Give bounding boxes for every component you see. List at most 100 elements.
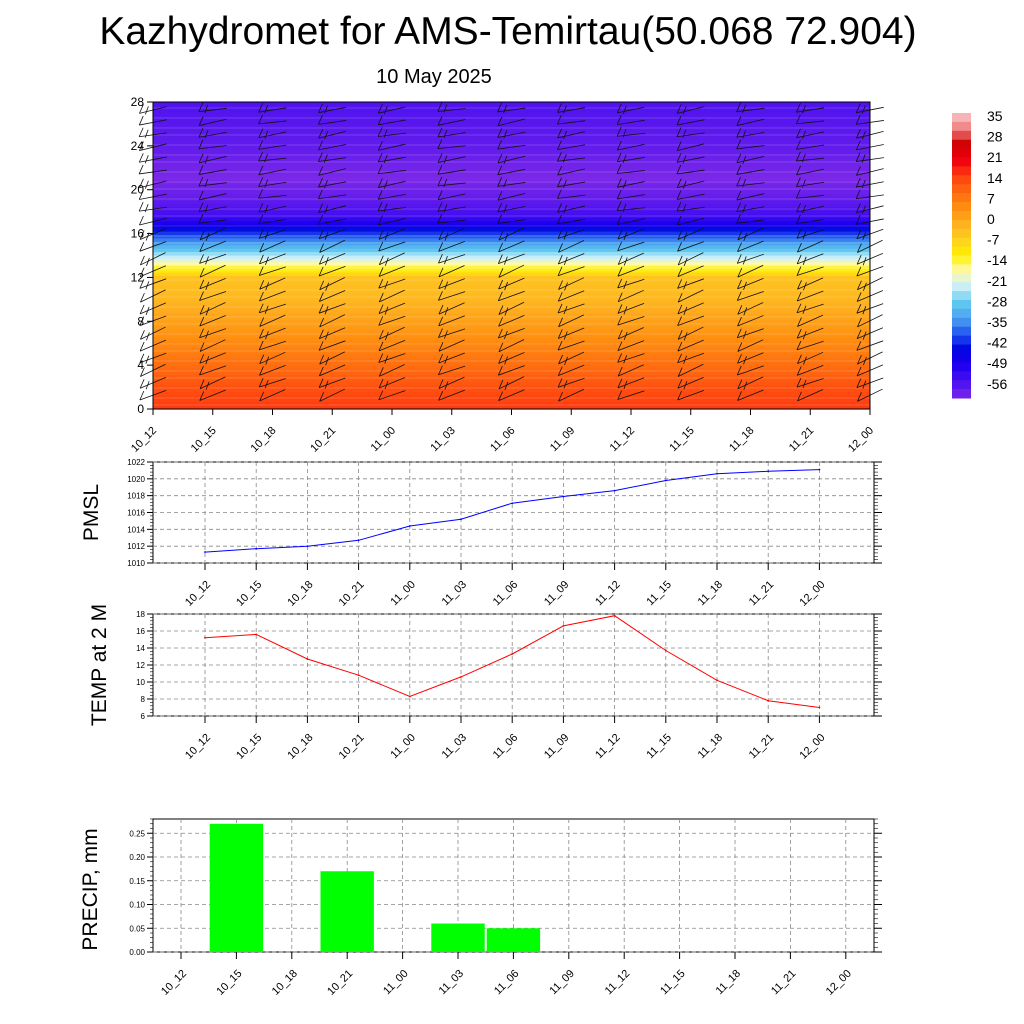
wind-barb-flag — [498, 268, 504, 278]
wind-barb — [437, 108, 466, 112]
wind-barb — [617, 316, 645, 326]
y-tick-label: 16 — [136, 627, 145, 636]
wind-barb-flag — [377, 115, 383, 125]
wind-barb-flag — [438, 353, 444, 364]
wind-barb-flag — [138, 127, 144, 137]
wind-barb-flag — [498, 379, 504, 390]
wind-barb-flag — [199, 365, 204, 376]
wind-barb-flag — [318, 229, 324, 239]
x-tick-label: 12_00 — [824, 968, 854, 998]
wind-barb — [378, 315, 406, 326]
wind-barb-flag — [856, 329, 862, 339]
wind-barb-flag — [438, 379, 444, 389]
heatmap-band — [153, 146, 870, 151]
colorbar: 35 28 21 14 7 0 -7 -14 -21 -28 -35 -42 -49 -56 — [952, 108, 1007, 399]
wind-barb — [796, 378, 824, 388]
wind-barb-flag — [140, 255, 145, 266]
wind-barb-flag — [377, 103, 383, 114]
wind-barb — [557, 205, 585, 213]
wind-barb — [438, 254, 466, 264]
wind-barb-flag — [557, 266, 563, 276]
wind-barb — [797, 240, 824, 253]
heatmap-band — [153, 275, 870, 280]
wind-barb-flag — [318, 177, 323, 188]
wind-barb-flag — [318, 341, 324, 351]
colorbar-label: 21 — [987, 149, 1003, 165]
wind-barb-flag — [677, 341, 683, 352]
wind-barb-flag — [857, 354, 862, 365]
data-point — [460, 518, 462, 521]
wind-barb-flag — [504, 381, 509, 391]
wind-barb — [557, 120, 586, 125]
heatmap-band — [153, 252, 870, 257]
x-tick-label: 11_06 — [492, 968, 522, 998]
heatmap-x-tick-label: 11_12 — [608, 425, 638, 455]
wind-barb-flag — [259, 291, 264, 302]
wind-barb-flag — [617, 304, 623, 314]
wind-barb — [557, 266, 585, 277]
wind-barb — [677, 265, 704, 278]
wind-barb-flag — [264, 179, 269, 188]
wind-barb-flag — [497, 254, 503, 264]
wind-barb-flag — [617, 366, 623, 377]
wind-barb-flag — [564, 356, 568, 366]
colorbar-label: 14 — [987, 170, 1003, 186]
wind-barb-flag — [383, 154, 388, 164]
wind-barb-flag — [677, 316, 682, 326]
wind-barb — [617, 106, 645, 114]
wind-barb — [796, 340, 824, 351]
heatmap-band — [153, 333, 870, 338]
wind-barb-flag — [378, 329, 384, 340]
wind-barb-flag — [204, 178, 209, 188]
y-tick-label: 1016 — [127, 509, 145, 518]
wind-barb-flag — [258, 214, 264, 224]
heatmap-band — [153, 327, 870, 332]
wind-barb-flag — [145, 381, 150, 390]
wind-barb-flag — [319, 392, 325, 402]
wind-barb — [378, 143, 406, 151]
wind-barb-flag — [199, 305, 205, 315]
wind-barb-flag — [857, 392, 862, 402]
wind-barb-flag — [139, 267, 145, 277]
x-tick-label: 11_09 — [542, 732, 572, 762]
wind-barb-flag — [796, 254, 802, 264]
wind-barb-flag — [443, 178, 448, 188]
wind-barb-flag — [736, 153, 742, 163]
heatmap-band — [153, 293, 870, 298]
wind-barb — [498, 339, 525, 353]
heatmap-band — [153, 163, 870, 168]
wind-barb-flag — [264, 231, 269, 240]
colorbar-swatch — [952, 237, 971, 248]
wind-barb-flag — [796, 214, 801, 224]
wind-barb-flag — [737, 391, 742, 401]
wind-barb — [258, 219, 287, 225]
wind-barb-flag — [742, 204, 747, 213]
y-tick-label: 0.00 — [129, 948, 145, 957]
wind-barb-flag — [802, 204, 806, 214]
wind-barb — [259, 303, 286, 314]
wind-barb-flag — [622, 203, 627, 212]
wind-barb-flag — [563, 380, 568, 389]
data-point — [460, 676, 462, 678]
wind-barb-flag — [855, 189, 861, 199]
wind-barb-flag — [378, 390, 384, 400]
wind-barb-flag — [676, 127, 682, 137]
wind-barb — [677, 352, 705, 364]
wind-barb-flag — [438, 253, 443, 264]
wind-barb — [557, 340, 585, 351]
wind-barb-flag — [199, 242, 205, 252]
wind-barb — [617, 157, 645, 163]
wind-barb-flag — [497, 153, 503, 164]
wind-barb-flag — [198, 139, 204, 150]
wind-barb — [557, 194, 586, 199]
wind-barb-flag — [556, 114, 562, 125]
heatmap-band — [153, 299, 870, 304]
wind-barb-flag — [736, 190, 742, 201]
wind-barb-flag — [437, 176, 443, 187]
wind-barb-flag — [803, 282, 807, 291]
x-tick-label: 11_15 — [644, 732, 674, 762]
heatmap-band — [153, 371, 870, 376]
x-tick-label: 11_00 — [381, 968, 411, 998]
wind-barb-flag — [863, 356, 867, 366]
heatmap-band — [153, 262, 870, 267]
